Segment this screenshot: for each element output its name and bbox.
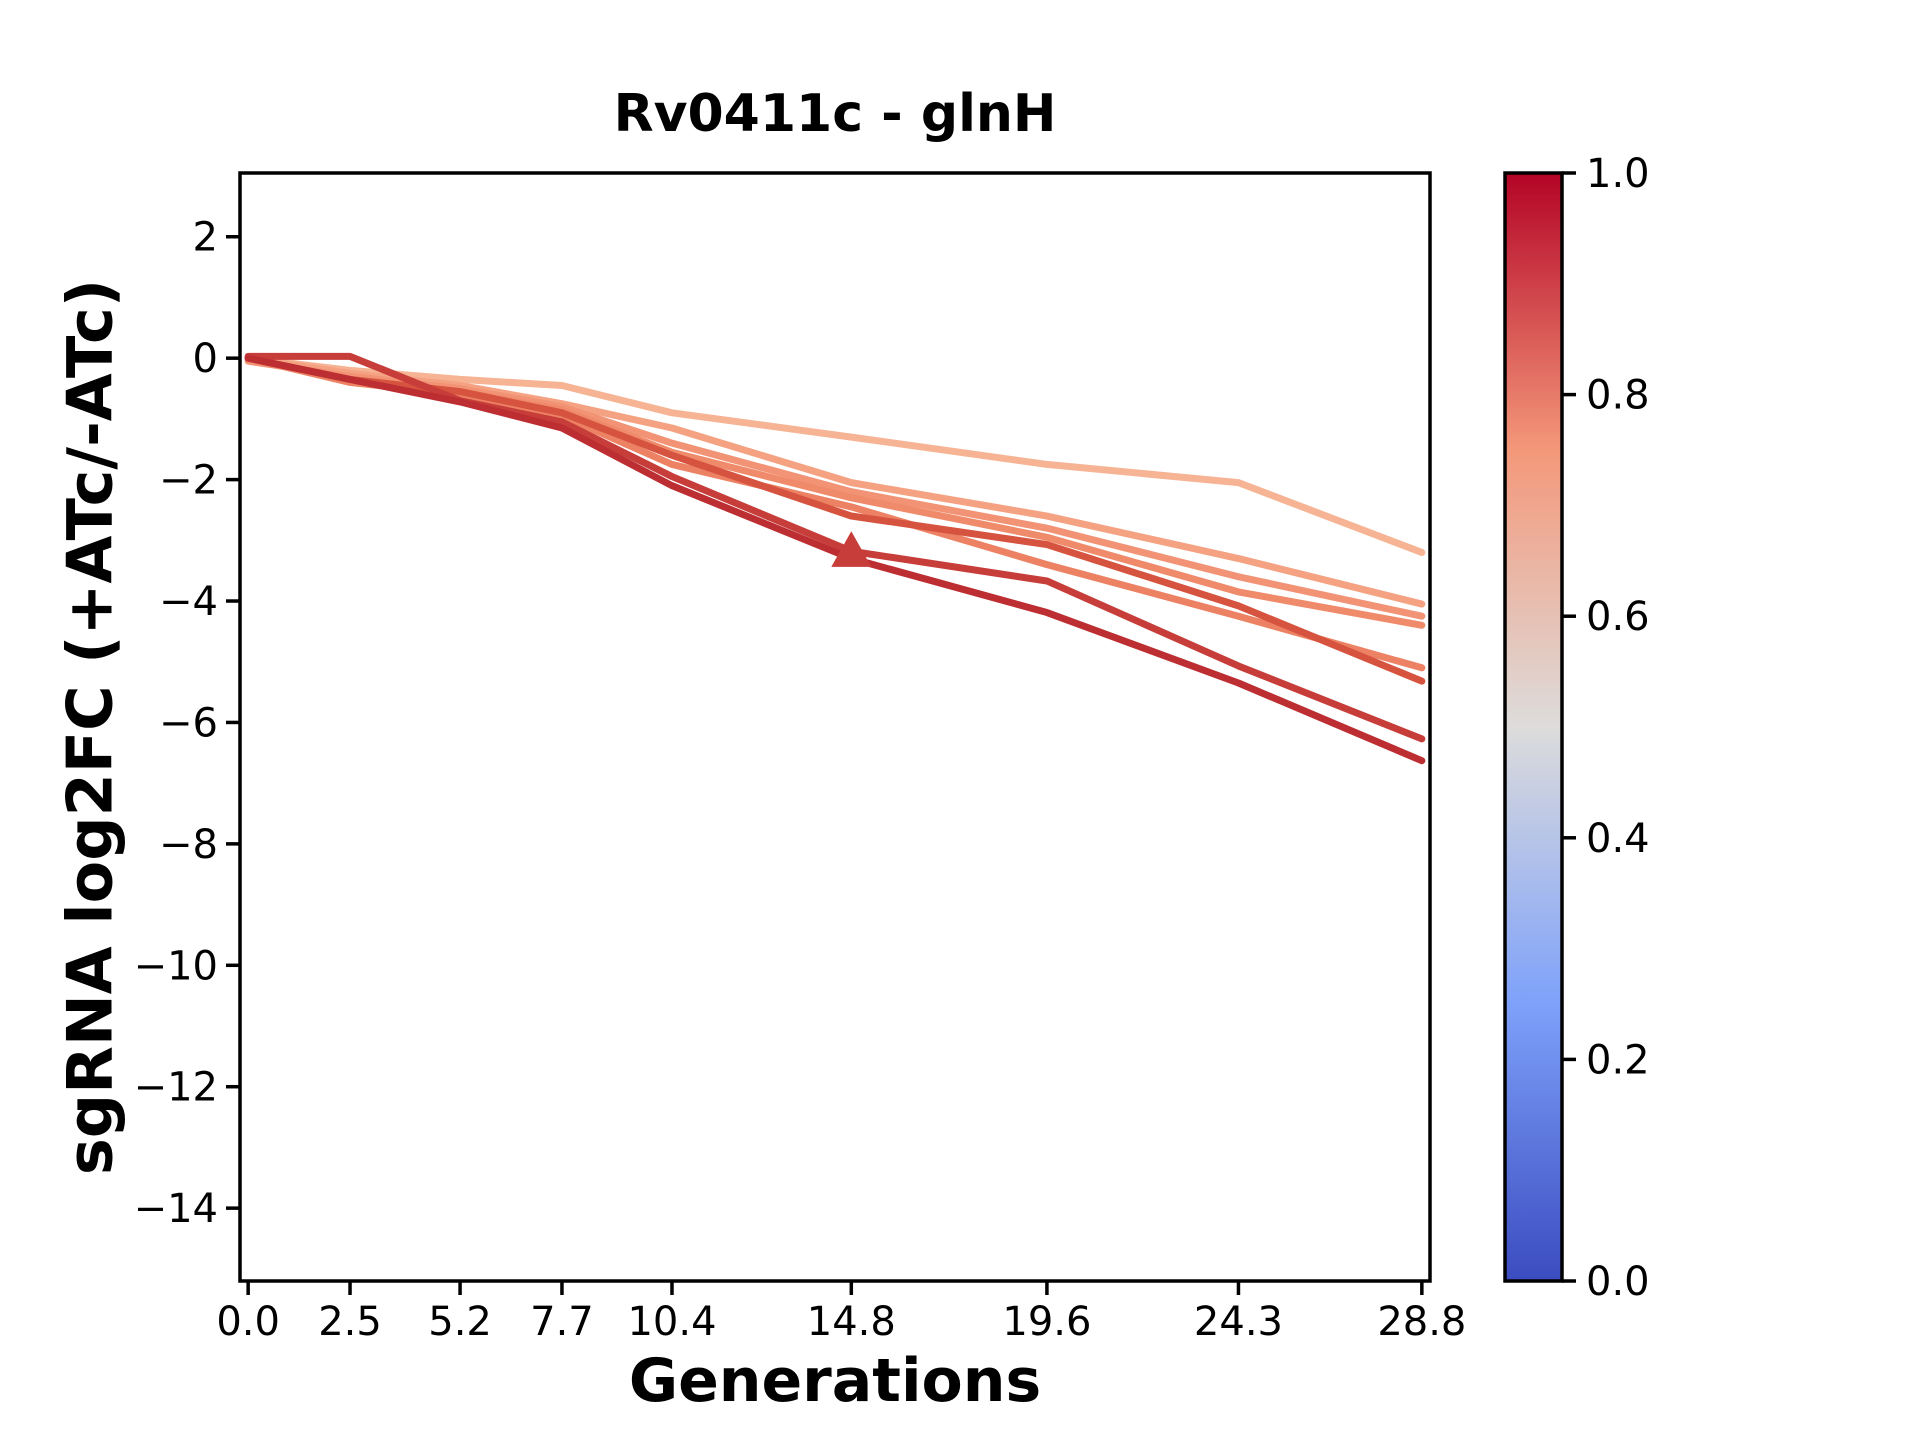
y-tick-label: −6 — [159, 700, 218, 746]
y-axis-label: sgRNA log2FC (+ATc/-ATc) — [53, 278, 127, 1176]
colorbar-tick-label: 0.4 — [1586, 816, 1650, 862]
x-tick-label: 7.7 — [530, 1299, 594, 1345]
colorbar-tick-label: 0.8 — [1586, 373, 1650, 419]
y-tick-label: 0 — [193, 336, 218, 382]
colorbar-gradient — [1505, 173, 1562, 1281]
x-tick-label: 14.8 — [807, 1299, 896, 1345]
colorbar-tick-label: 0.0 — [1586, 1259, 1650, 1305]
y-tick-label: −8 — [159, 822, 218, 868]
data-line-6 — [244, 354, 1426, 685]
x-tick-label: 2.5 — [318, 1299, 382, 1345]
colorbar-outline — [1503, 171, 1564, 1283]
x-tick-label: 28.8 — [1377, 1299, 1466, 1345]
x-tick-label: 24.3 — [1194, 1299, 1283, 1345]
y-tick-label: −4 — [159, 579, 218, 625]
x-tick-label: 10.4 — [627, 1299, 716, 1345]
x-tick-label: 19.6 — [1002, 1299, 1091, 1345]
y-tick-label: −2 — [159, 458, 218, 504]
colorbar-tick-label: 0.2 — [1586, 1037, 1650, 1083]
chart-title: Rv0411c - glnH — [613, 84, 1057, 144]
colorbar-tick-label: 1.0 — [1586, 151, 1650, 197]
x-axis-label: Generations — [628, 1346, 1042, 1416]
y-tick-label: −14 — [134, 1186, 218, 1232]
y-tick-label: −12 — [134, 1065, 218, 1111]
y-tick-label: −10 — [134, 943, 218, 989]
triangle-marker — [831, 531, 872, 567]
data-line-4 — [244, 354, 1426, 629]
colorbar-tick-label: 0.6 — [1586, 594, 1650, 640]
axes-spines — [238, 171, 1432, 1283]
x-tick-label: 0.0 — [216, 1299, 280, 1345]
data-line-7 — [244, 352, 1426, 743]
x-tick-label: 5.2 — [428, 1299, 492, 1345]
data-line-8 — [244, 354, 1426, 765]
y-tick-label: 2 — [193, 215, 218, 261]
